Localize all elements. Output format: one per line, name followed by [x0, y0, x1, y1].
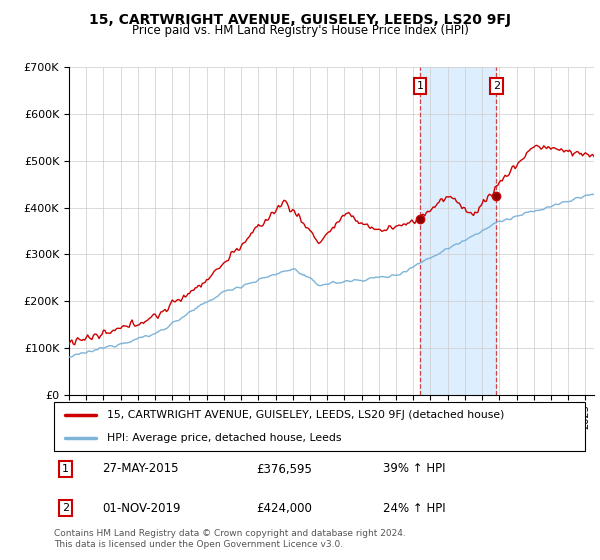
Text: 1: 1	[62, 464, 69, 474]
Text: 27-MAY-2015: 27-MAY-2015	[102, 463, 178, 475]
Text: 39% ↑ HPI: 39% ↑ HPI	[383, 463, 446, 475]
Text: 01-NOV-2019: 01-NOV-2019	[102, 502, 180, 515]
Text: £424,000: £424,000	[256, 502, 311, 515]
Text: 2: 2	[62, 503, 69, 513]
Text: £376,595: £376,595	[256, 463, 311, 475]
Text: Price paid vs. HM Land Registry's House Price Index (HPI): Price paid vs. HM Land Registry's House …	[131, 24, 469, 38]
FancyBboxPatch shape	[54, 402, 585, 451]
Text: 2: 2	[493, 81, 500, 91]
Text: 1: 1	[416, 81, 424, 91]
Text: Contains HM Land Registry data © Crown copyright and database right 2024.
This d: Contains HM Land Registry data © Crown c…	[54, 529, 406, 549]
Bar	[420, 67, 496, 395]
Text: 15, CARTWRIGHT AVENUE, GUISELEY, LEEDS, LS20 9FJ (detached house): 15, CARTWRIGHT AVENUE, GUISELEY, LEEDS, …	[107, 410, 505, 421]
Text: HPI: Average price, detached house, Leeds: HPI: Average price, detached house, Leed…	[107, 433, 341, 444]
Text: 15, CARTWRIGHT AVENUE, GUISELEY, LEEDS, LS20 9FJ: 15, CARTWRIGHT AVENUE, GUISELEY, LEEDS, …	[89, 13, 511, 27]
Text: 24% ↑ HPI: 24% ↑ HPI	[383, 502, 446, 515]
